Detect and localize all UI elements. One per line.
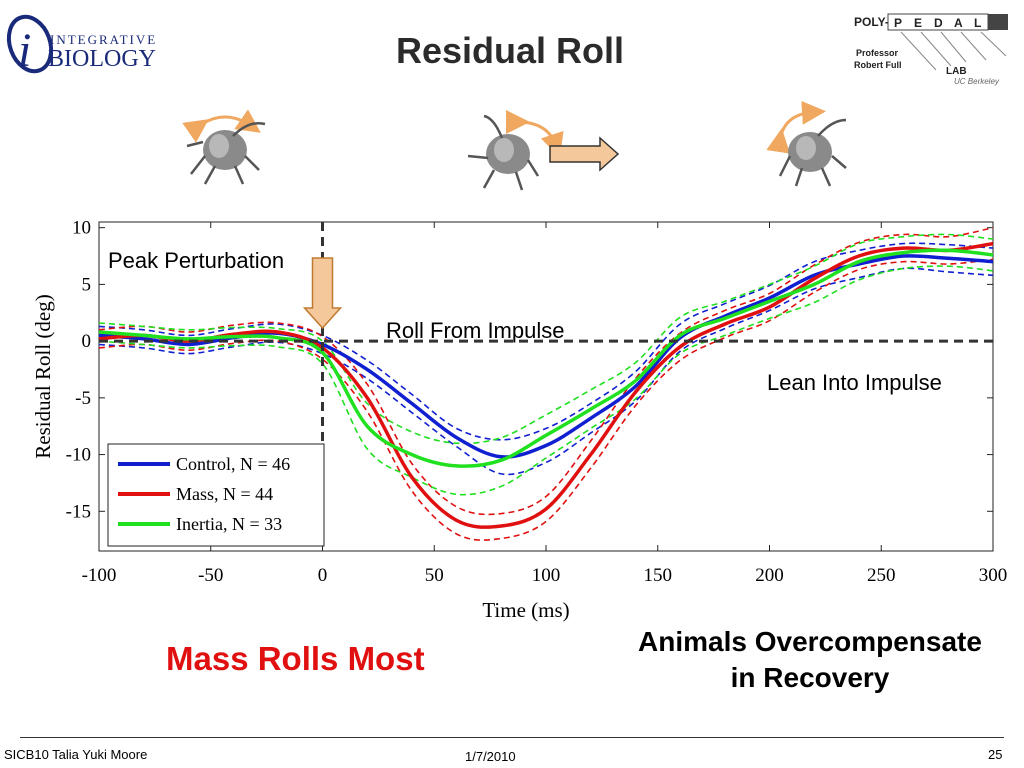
y-tick-label: 5: [82, 274, 92, 295]
control-lower-band: [98, 267, 994, 476]
slide-title: Residual Roll: [395, 30, 625, 71]
inertia-upper-band: [98, 233, 994, 445]
x-tick-label: 150: [644, 565, 673, 586]
inertia-lower-band: [98, 265, 994, 496]
logo-lab: LAB: [946, 66, 967, 77]
y-axis-label: Residual Roll (deg): [31, 294, 55, 458]
overcompensate-line-2: in Recovery: [730, 662, 890, 694]
legend-label: Inertia, N = 33: [176, 514, 282, 534]
y-tick-label: -10: [66, 445, 91, 466]
pedal-letter: D: [934, 16, 943, 30]
logo-professor: Professor: [856, 48, 899, 58]
x-axis-label: Time (ms): [482, 598, 569, 622]
overcompensate-line-1: Animals Overcompensate: [638, 626, 982, 657]
pedal-letter: A: [954, 16, 963, 30]
peak-arrow-icon: [302, 257, 343, 330]
x-tick-label: 250: [867, 565, 896, 586]
poly-pedal-lab-logo: POLY- P E D A L Professor Robert Full LA…: [854, 13, 1008, 86]
logo-poly: POLY-: [854, 15, 889, 29]
footer-page-number: 25: [988, 747, 1003, 762]
axis-labels: Time (ms) Residual Roll (deg): [31, 294, 570, 622]
x-tick-label: 100: [532, 565, 561, 586]
right-arrow-icon: [549, 136, 620, 172]
roll-from-impulse-label: Roll From Impulse: [386, 318, 565, 343]
y-tick-label: -5: [75, 388, 91, 409]
logo-name: Robert Full: [854, 60, 902, 70]
pedal-letters: P E D A L: [894, 16, 981, 30]
logo-letter: i: [18, 24, 31, 77]
footer-author: SICB10 Talia Yuki Moore: [4, 747, 148, 762]
x-tick-label: 200: [755, 565, 784, 586]
confidence-bands: [98, 226, 994, 541]
control-upper-band: [98, 242, 994, 441]
lean-into-impulse-label: Lean Into Impulse: [767, 370, 942, 395]
legend: Control, N = 46 Mass, N = 44 Inertia, N = …: [107, 443, 325, 547]
footer-date: 1/7/2010: [465, 749, 516, 764]
cockroach-icon: [766, 100, 847, 187]
pedal-letter: E: [914, 16, 922, 30]
x-tick-label: 300: [979, 565, 1008, 586]
y-tick-label: 10: [72, 218, 91, 239]
mass-upper-band: [98, 226, 994, 516]
y-tick-label: 0: [82, 331, 92, 352]
y-tick-label: -15: [66, 501, 91, 522]
legend-label: Mass, N = 44: [176, 484, 273, 504]
logo-affil: UC Berkeley: [954, 77, 1000, 86]
logo-bottom-text: BIOLOGY: [48, 46, 156, 72]
cockroach-icon: [182, 109, 266, 185]
x-tick-label: 50: [425, 565, 444, 586]
pedal-letter: P: [894, 16, 902, 30]
overcompensate-caption: Animals Overcompensate in Recovery: [620, 624, 1000, 697]
x-tick-label: -100: [82, 565, 117, 586]
pedal-letter: L: [974, 16, 981, 30]
series-lines: [98, 241, 994, 529]
cockroach-icon: [467, 109, 564, 191]
x-tick-label: 0: [318, 565, 328, 586]
footer-divider: [20, 737, 1004, 738]
x-tick-label: -50: [198, 565, 223, 586]
integrative-biology-logo: i INTEGRATIVE BIOLOGY: [6, 14, 157, 77]
logo-top-text: INTEGRATIVE: [50, 32, 157, 47]
inertia-line: [98, 248, 994, 468]
legend-label: Control, N = 46: [176, 454, 290, 474]
mass-rolls-most-caption: Mass Rolls Most: [166, 640, 425, 677]
cockroach-illustrations: [182, 100, 847, 191]
mass-line: [98, 241, 994, 529]
peak-perturbation-label: Peak Perturbation: [108, 248, 285, 273]
